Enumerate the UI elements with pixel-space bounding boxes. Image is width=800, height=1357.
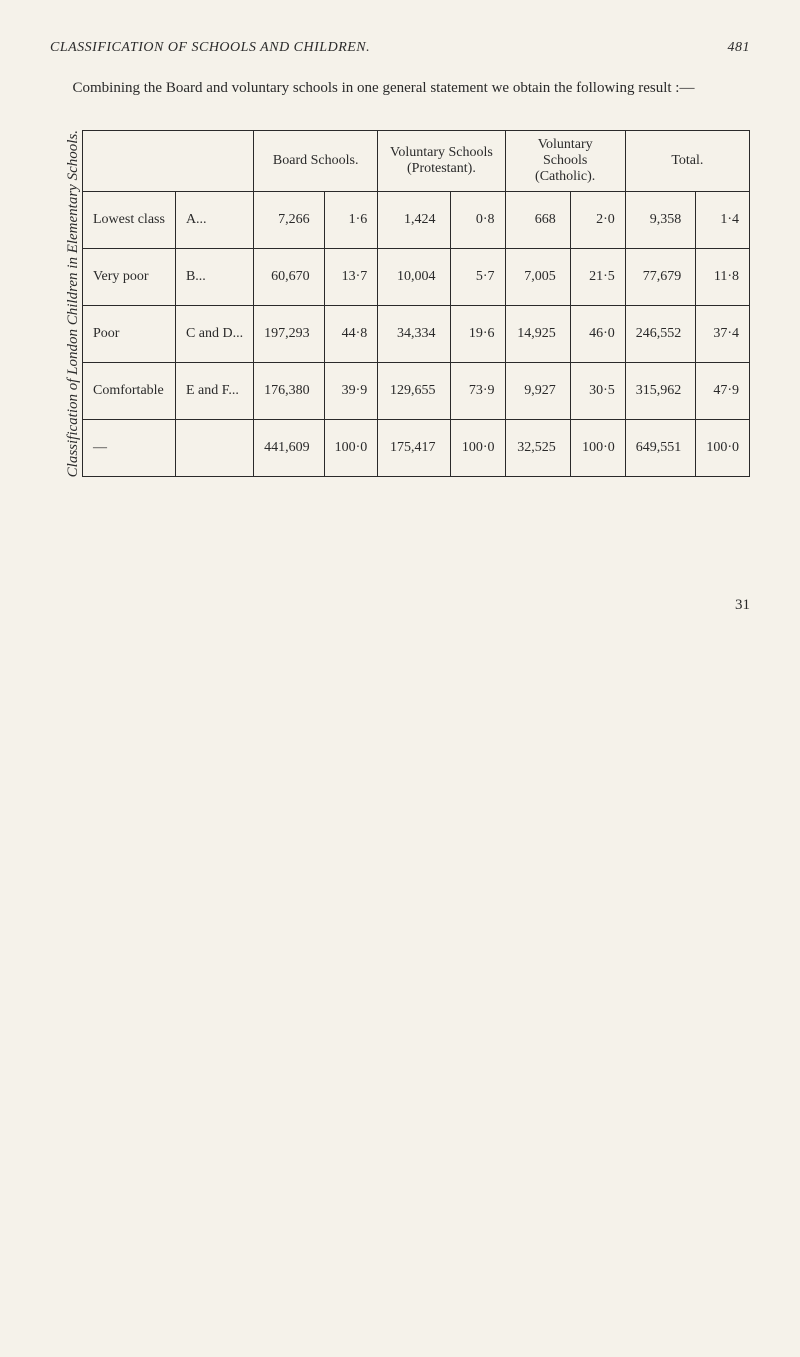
cell-num: 649,551 [625, 420, 696, 477]
cell-num: 7,005 [505, 249, 570, 306]
row-code: B... [175, 249, 253, 306]
table-row: Comfortable E and F... 176,380 39·9 129,… [83, 363, 750, 420]
col-vol-cath: Voluntary Schools (Catholic). [505, 131, 625, 192]
cell-num: 441,609 [254, 420, 325, 477]
row-code: C and D... [175, 306, 253, 363]
cell-pct: 37·4 [696, 306, 750, 363]
cell-pct: 100·0 [570, 420, 625, 477]
row-code: E and F... [175, 363, 253, 420]
cell-num: 34,334 [378, 306, 450, 363]
cell-num: 32,525 [505, 420, 570, 477]
footer-number: 31 [50, 597, 750, 614]
cell-num: 60,670 [254, 249, 325, 306]
cell-pct: 5·7 [450, 249, 505, 306]
col-vol-prot: Voluntary Schools (Protestant). [378, 131, 505, 192]
cell-pct: 11·8 [696, 249, 750, 306]
cell-num: 668 [505, 192, 570, 249]
cell-pct: 47·9 [696, 363, 750, 420]
col-total: Total. [625, 131, 749, 192]
row-code: A... [175, 192, 253, 249]
row-label: Poor [83, 306, 176, 363]
cell-num: 77,679 [625, 249, 696, 306]
cell-num: 1,424 [378, 192, 450, 249]
cell-num: 7,266 [254, 192, 325, 249]
cell-num: 246,552 [625, 306, 696, 363]
cell-pct: 39·9 [324, 363, 378, 420]
table-total-row: — 441,609 100·0 175,417 100·0 32,525 100… [83, 420, 750, 477]
cell-pct: 0·8 [450, 192, 505, 249]
header-page-number: 481 [728, 40, 751, 56]
header-title: CLASSIFICATION OF SCHOOLS AND CHILDREN. [50, 40, 370, 56]
cell-pct: 2·0 [570, 192, 625, 249]
cell-num: 176,380 [254, 363, 325, 420]
col-board: Board Schools. [254, 131, 378, 192]
row-label: Comfortable [83, 363, 176, 420]
classification-table: Board Schools. Voluntary Schools (Protes… [82, 130, 750, 477]
cell-pct: 100·0 [696, 420, 750, 477]
total-dash: — [83, 420, 176, 477]
cell-pct: 13·7 [324, 249, 378, 306]
row-label: Lowest class [83, 192, 176, 249]
total-blank [175, 420, 253, 477]
table-header-row: Board Schools. Voluntary Schools (Protes… [83, 131, 750, 192]
table-row: Very poor B... 60,670 13·7 10,004 5·7 7,… [83, 249, 750, 306]
cell-pct: 19·6 [450, 306, 505, 363]
cell-num: 197,293 [254, 306, 325, 363]
cell-pct: 21·5 [570, 249, 625, 306]
cell-num: 175,417 [378, 420, 450, 477]
cell-num: 9,927 [505, 363, 570, 420]
cell-pct: 30·5 [570, 363, 625, 420]
cell-pct: 46·0 [570, 306, 625, 363]
cell-pct: 100·0 [324, 420, 378, 477]
cell-pct: 1·6 [324, 192, 378, 249]
cell-pct: 1·4 [696, 192, 750, 249]
table-caption: Classification of London Children in Ele… [50, 130, 82, 477]
page-header: CLASSIFICATION OF SCHOOLS AND CHILDREN. … [50, 40, 750, 56]
cell-pct: 44·8 [324, 306, 378, 363]
cell-num: 10,004 [378, 249, 450, 306]
table-row: Poor C and D... 197,293 44·8 34,334 19·6… [83, 306, 750, 363]
table-wrap: Classification of London Children in Ele… [50, 130, 750, 477]
cell-pct: 100·0 [450, 420, 505, 477]
cell-num: 9,358 [625, 192, 696, 249]
cell-num: 14,925 [505, 306, 570, 363]
cell-num: 315,962 [625, 363, 696, 420]
intro-paragraph: Combining the Board and voluntary school… [50, 76, 750, 100]
row-label: Very poor [83, 249, 176, 306]
table-row: Lowest class A... 7,266 1·6 1,424 0·8 66… [83, 192, 750, 249]
cell-pct: 73·9 [450, 363, 505, 420]
cell-num: 129,655 [378, 363, 450, 420]
col-blank [83, 131, 254, 192]
